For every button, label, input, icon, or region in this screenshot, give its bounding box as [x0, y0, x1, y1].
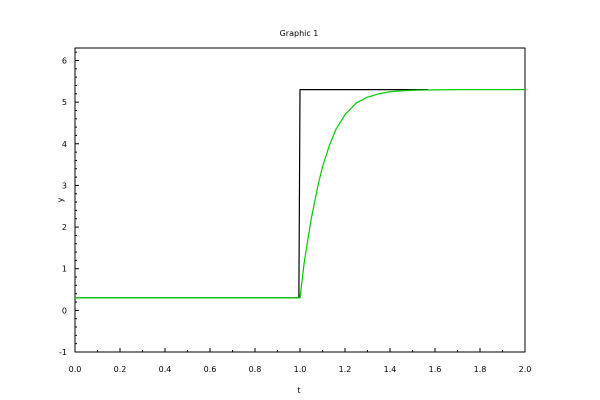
x-tick-label: 1.4 [384, 365, 397, 374]
series-line-1 [75, 89, 429, 299]
y-tick-label: 3 [62, 181, 67, 190]
x-tick-label: 0.6 [204, 365, 217, 374]
y-axis-label: y [56, 197, 65, 202]
x-tick-label: 1.6 [429, 365, 442, 374]
y-tick-label: -1 [59, 348, 67, 357]
plot-area: 0.0 0.2 0.4 0.6 0.8 1.0 1.2 1.4 1.6 1.8 2.0 -1 0 1 2 3 4… [59, 47, 532, 374]
x-axis-label: t [297, 386, 300, 395]
x-tick-label: 0.8 [249, 365, 262, 374]
y-tick-label: 4 [62, 140, 67, 149]
y-tick-label: 2 [62, 223, 67, 232]
x-tick-label: 2.0 [519, 365, 532, 374]
x-tick-label: 1.0 [294, 365, 307, 374]
y-tick-label: 6 [62, 56, 67, 65]
x-tick-label: 0.0 [69, 365, 82, 374]
x-tick-label: 1.2 [339, 365, 352, 374]
x-tick-label: 1.8 [474, 365, 487, 374]
y-tick-label: 0 [62, 306, 67, 315]
x-tick-label: 0.4 [159, 365, 172, 374]
y-tick-label: 5 [62, 98, 67, 107]
y-tick-label: 1 [62, 265, 67, 274]
series-line-2 [75, 89, 525, 299]
chart-title: Graphic 1 [280, 29, 319, 38]
x-tick-label: 0.2 [114, 365, 127, 374]
